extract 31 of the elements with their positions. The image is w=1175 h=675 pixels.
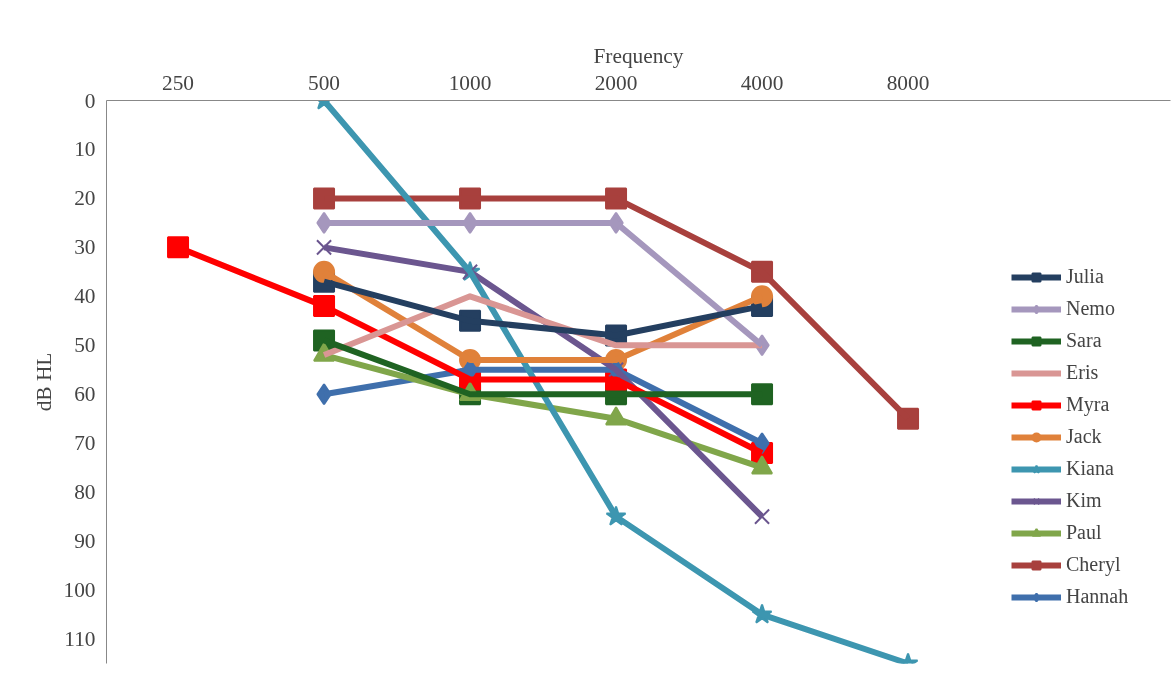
y-axis-title: dB HL <box>31 352 56 412</box>
y-tick-label: 70 <box>74 431 96 456</box>
y-tick-label: 60 <box>74 382 96 407</box>
y-tick-label: 10 <box>74 137 96 162</box>
legend-label: Julia <box>1066 265 1104 288</box>
y-tick-label: 90 <box>74 529 96 554</box>
legend-label: Eris <box>1066 361 1099 384</box>
y-tick-label: 20 <box>74 186 96 211</box>
legend-label: Nemo <box>1066 297 1115 320</box>
legend-label: Sara <box>1066 329 1102 352</box>
x-tick-label: 1000 <box>448 70 492 95</box>
legend-label: Jack <box>1066 425 1102 448</box>
legend-label: Kim <box>1066 489 1102 512</box>
y-tick-label: 0 <box>84 88 96 113</box>
y-tick-label: 50 <box>74 333 96 358</box>
x-axis-title: Frequency <box>593 43 684 68</box>
legend-label: Myra <box>1066 393 1110 416</box>
x-tick-label: 4000 <box>740 70 784 95</box>
legend-label: Kiana <box>1066 457 1114 480</box>
y-tick-label: 80 <box>74 480 96 505</box>
x-tick-label: 2000 <box>594 70 638 95</box>
y-tick-label: 100 <box>63 578 96 603</box>
y-tick-label: 30 <box>74 235 96 260</box>
legend-label: Hannah <box>1066 585 1129 608</box>
legend-label: Paul <box>1066 521 1102 544</box>
x-tick-label: 250 <box>162 70 195 95</box>
y-tick-label: 110 <box>64 627 96 652</box>
y-tick-label: 40 <box>74 284 96 309</box>
x-tick-label: 500 <box>308 70 341 95</box>
x-tick-label: 8000 <box>886 70 930 95</box>
legend-label: Cheryl <box>1066 553 1121 576</box>
